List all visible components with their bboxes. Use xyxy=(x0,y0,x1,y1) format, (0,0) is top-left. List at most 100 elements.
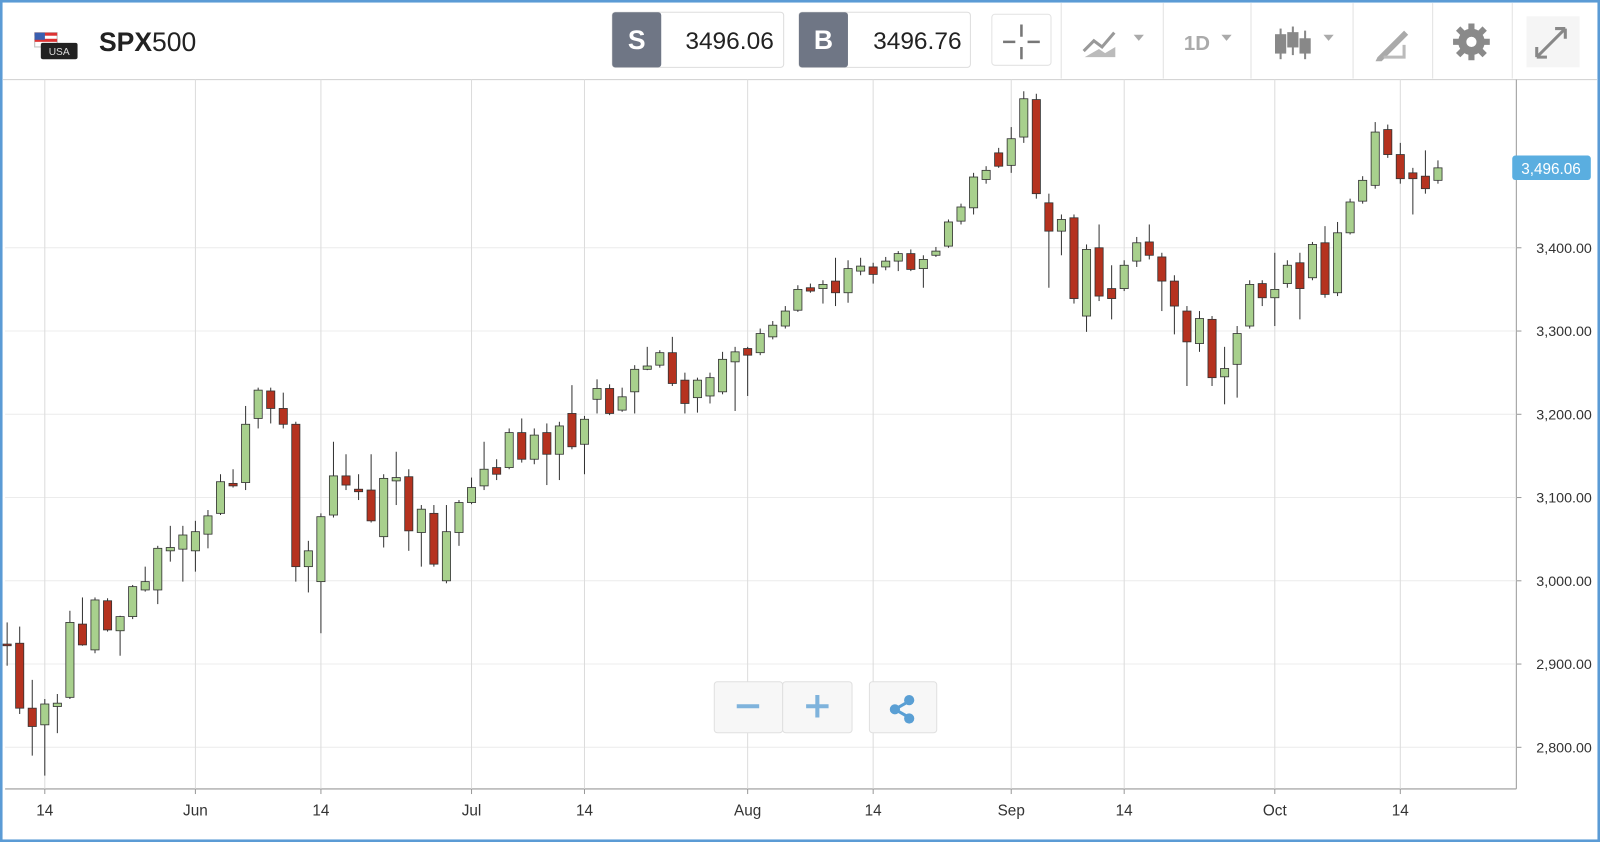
symbol-rest: 500 xyxy=(152,27,196,57)
candle-body xyxy=(1270,288,1280,299)
buy-label: B xyxy=(814,25,833,55)
y-tick-label: 3,400.00 xyxy=(1536,241,1592,257)
candle-body xyxy=(253,389,263,419)
candle-body xyxy=(504,432,514,468)
candle-body xyxy=(630,368,640,393)
zoom-out-button[interactable] xyxy=(713,681,784,734)
candle-body xyxy=(705,377,715,397)
candle-body xyxy=(153,547,163,591)
candle-body xyxy=(454,502,464,533)
candle-body xyxy=(115,616,125,632)
candle-body xyxy=(416,508,426,533)
candle-body xyxy=(1408,172,1418,180)
candle-body xyxy=(178,534,188,550)
candle-body xyxy=(1295,262,1305,289)
settings-button[interactable] xyxy=(1453,23,1490,61)
zoom-in-button[interactable] xyxy=(782,681,853,734)
candle-body xyxy=(831,280,840,294)
candle-body xyxy=(529,434,539,460)
candle-body xyxy=(554,425,564,455)
candle-body xyxy=(1006,138,1016,166)
candle-body xyxy=(1044,202,1054,232)
candle-body xyxy=(943,221,953,247)
candle-body xyxy=(1132,242,1142,262)
candle-body xyxy=(1370,131,1380,186)
interval-button[interactable]: 1D xyxy=(1184,33,1232,55)
candle-body xyxy=(190,531,200,552)
candle-body xyxy=(906,253,916,270)
candle-body xyxy=(103,600,113,631)
candles-button[interactable] xyxy=(1275,26,1334,60)
candle-body xyxy=(1182,310,1192,343)
candle-body xyxy=(843,268,853,294)
candle-body xyxy=(1069,217,1079,299)
candle-body xyxy=(1320,242,1330,295)
candle-body xyxy=(316,516,326,583)
candle-body xyxy=(429,512,439,565)
symbol-base: SPX xyxy=(99,27,152,57)
x-tick-label: Jul xyxy=(462,802,482,819)
y-tick-label: 3,300.00 xyxy=(1536,324,1592,340)
symbol: SPX500 xyxy=(99,27,196,57)
candle-body xyxy=(90,599,100,651)
buy-price: 3496.76 xyxy=(873,28,962,55)
candle-body xyxy=(1220,368,1230,378)
x-tick-label: 14 xyxy=(576,802,594,819)
y-tick-label: 2,900.00 xyxy=(1536,657,1592,673)
candle-body xyxy=(366,489,376,522)
candle-body xyxy=(52,702,62,707)
share-button[interactable] xyxy=(868,681,938,734)
candle-body xyxy=(278,408,288,425)
candle-body xyxy=(203,515,213,535)
candle-body xyxy=(1019,98,1029,138)
candle-body xyxy=(291,423,301,568)
candle-body xyxy=(1420,175,1430,190)
candle-body xyxy=(1144,241,1154,256)
buy-button[interactable]: B 3496.76 xyxy=(798,11,971,68)
candle-body xyxy=(931,250,941,256)
candle-body xyxy=(579,418,589,445)
y-tick-label: 3,000.00 xyxy=(1536,574,1592,590)
candle-body xyxy=(918,259,928,270)
candle-body xyxy=(1257,283,1267,299)
candle-body xyxy=(517,432,527,460)
candle-body xyxy=(969,176,979,209)
y-tick-label: 3,100.00 xyxy=(1536,491,1592,507)
draw-button[interactable] xyxy=(1375,30,1409,62)
candle-body xyxy=(893,253,903,262)
candle-body xyxy=(1395,154,1405,180)
sell-label: S xyxy=(628,25,646,55)
candle-body xyxy=(1031,99,1041,195)
flag-icon xyxy=(34,32,78,60)
x-tick-label: 14 xyxy=(312,802,330,819)
candle-body xyxy=(818,284,828,289)
candles xyxy=(2,91,1443,776)
chart-type-button[interactable] xyxy=(1082,31,1144,58)
candle-body xyxy=(1157,256,1167,282)
candle-body xyxy=(793,288,803,311)
sell-button[interactable]: S 3496.06 xyxy=(611,11,785,68)
candle-body xyxy=(2,643,12,647)
candle-body xyxy=(994,152,1004,167)
candle-body xyxy=(567,413,577,448)
candle-body xyxy=(328,475,338,516)
candle-body xyxy=(1307,244,1317,279)
candle-body xyxy=(755,333,765,354)
candle-body xyxy=(1232,333,1242,365)
candle-body xyxy=(391,477,401,482)
candle-body xyxy=(881,260,891,268)
candle-body xyxy=(1119,264,1129,289)
candle-body xyxy=(868,266,878,275)
candle-body xyxy=(379,477,389,538)
candle-body xyxy=(680,379,690,404)
axis-labels: 2,800.00 2,900.00 3,000.00 3,100.00 3,200.00… xyxy=(36,155,1592,819)
candle-body xyxy=(354,488,364,493)
candle-body xyxy=(65,622,75,698)
fullscreen-button[interactable] xyxy=(1526,16,1580,68)
candle-body xyxy=(216,481,226,514)
crosshair-button[interactable] xyxy=(991,13,1052,66)
candle-body xyxy=(730,351,740,363)
candle-body xyxy=(1345,201,1355,234)
candle-body xyxy=(241,423,251,483)
candle-body xyxy=(27,707,37,727)
